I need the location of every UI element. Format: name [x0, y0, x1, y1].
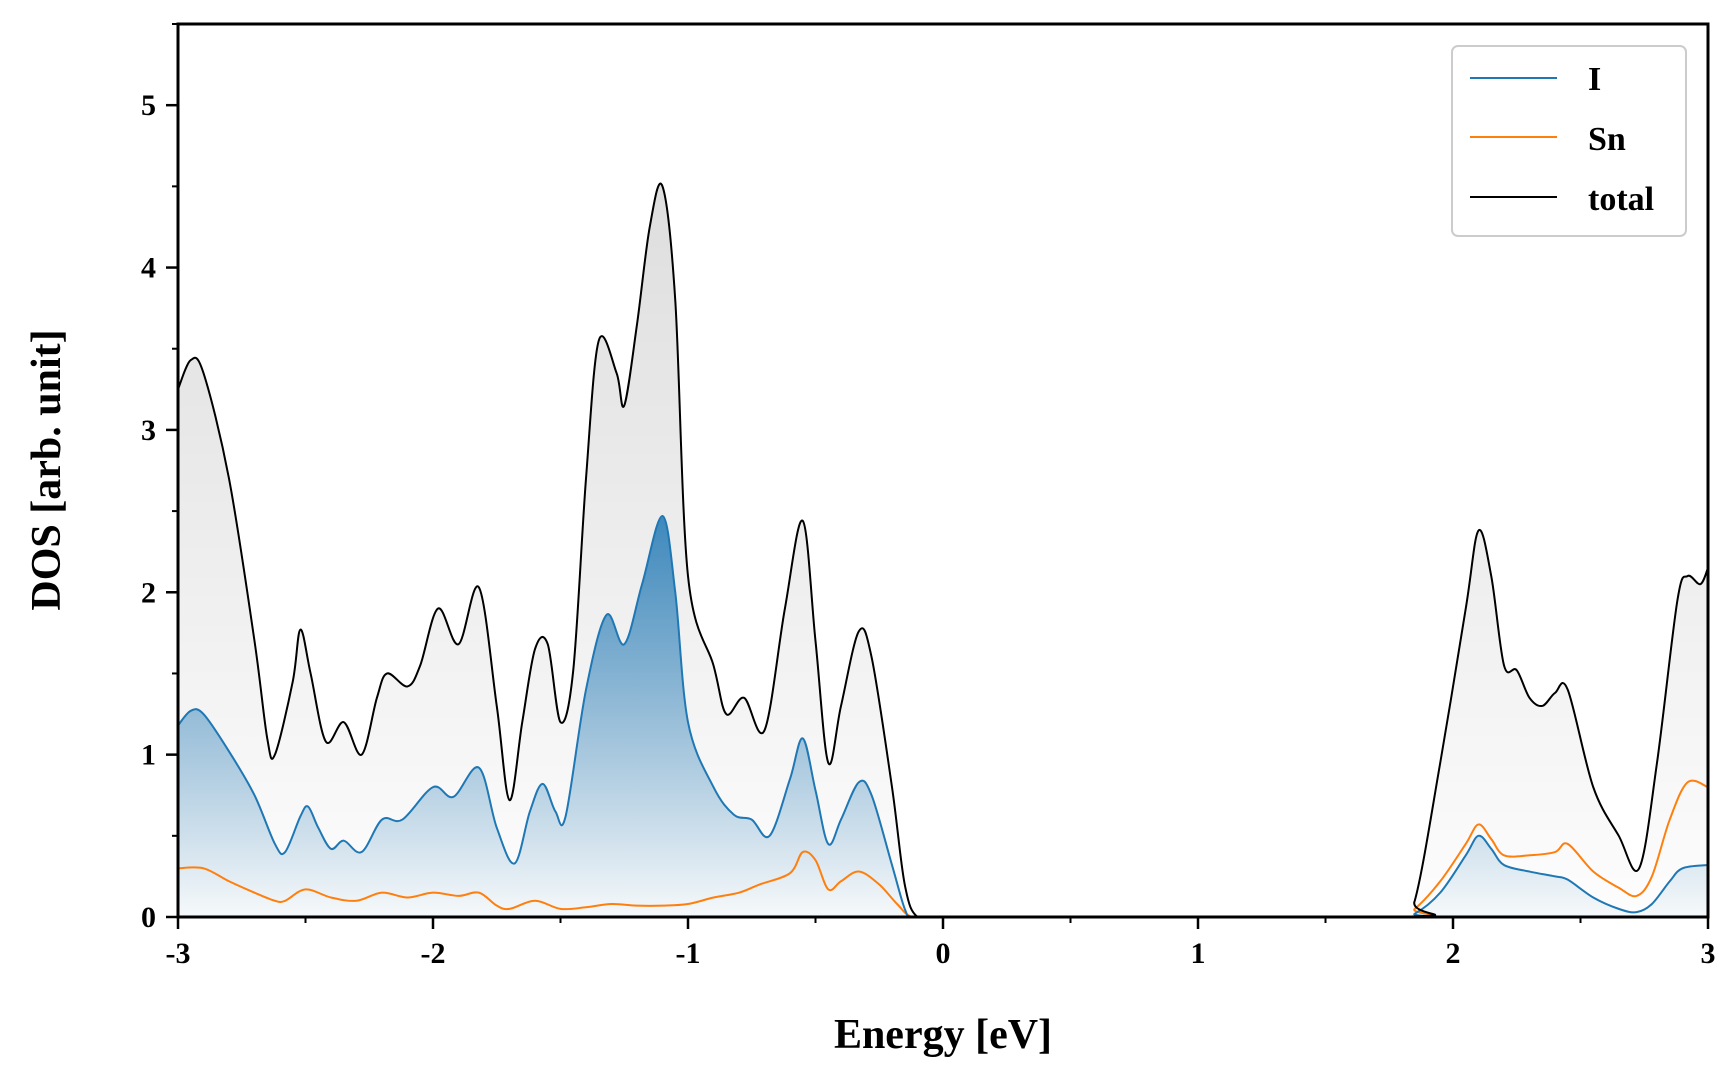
- x-axis-title: Energy [eV]: [834, 1012, 1052, 1058]
- legend-label-Sn: Sn: [1588, 121, 1626, 158]
- line-total: [178, 182, 1708, 917]
- y-tick-label: 4: [141, 252, 156, 285]
- x-ticks: -3 -2 -1 0 1 2 3: [166, 917, 1716, 970]
- legend-label-I: I: [1588, 61, 1601, 98]
- x-tick-label: 0: [936, 937, 951, 970]
- y-tick-label: 3: [141, 414, 156, 447]
- x-tick-label: 3: [1701, 937, 1716, 970]
- area-total: [178, 183, 1708, 917]
- x-tick-label: -3: [166, 937, 191, 970]
- x-tick-label: 1: [1191, 937, 1206, 970]
- line-Sn: [178, 779, 1708, 917]
- y-ticks: 0 1 2 3 4 5: [141, 23, 178, 934]
- y-tick-label: 2: [141, 576, 156, 609]
- legend-label-total: total: [1588, 181, 1654, 218]
- x-tick-label: -1: [676, 937, 701, 970]
- y-tick-label: 1: [141, 739, 156, 772]
- y-tick-label: 5: [141, 89, 156, 122]
- x-tick-label: 2: [1446, 937, 1461, 970]
- y-tick-label: 0: [141, 901, 156, 934]
- plot-area: [178, 182, 1708, 917]
- y-axis-title: DOS [arb. unit]: [24, 329, 70, 610]
- x-tick-label: -2: [421, 937, 446, 970]
- legend: I Sn total: [1451, 45, 1687, 237]
- legend-box: [1451, 45, 1687, 237]
- line-I: [178, 514, 1708, 917]
